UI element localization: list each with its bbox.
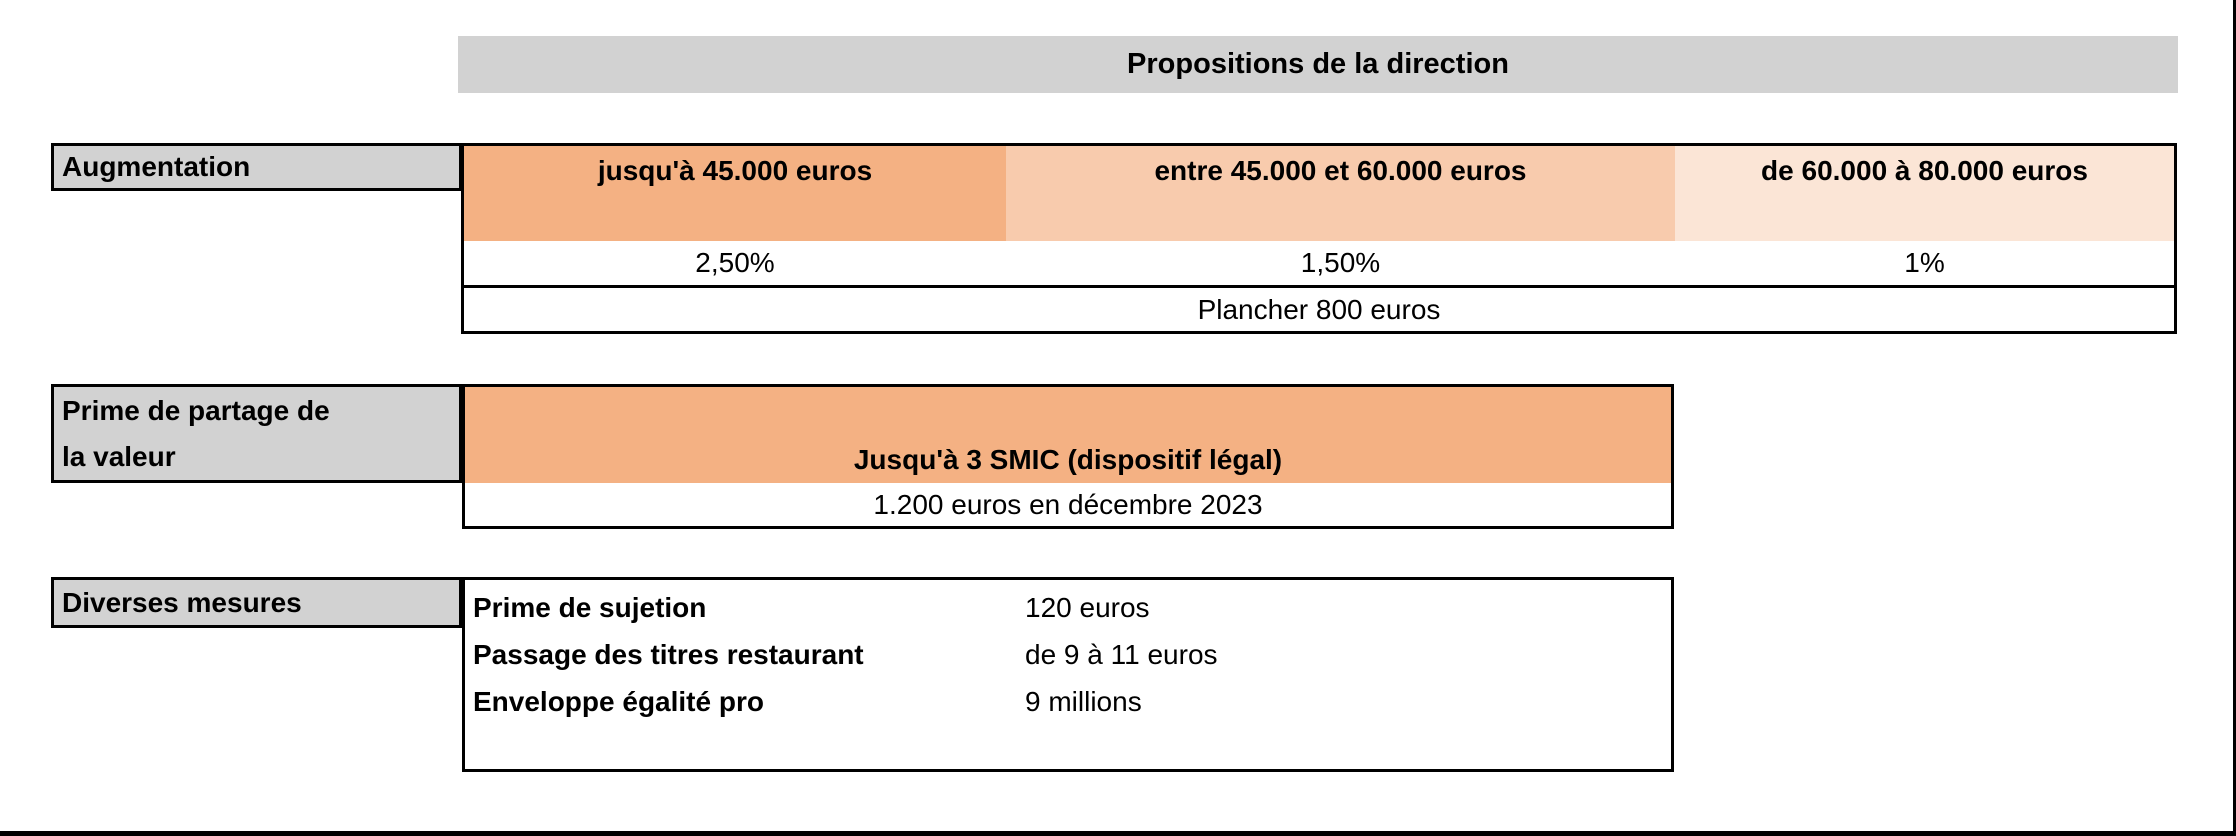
prime-partage-header-cell: Jusqu'à 3 SMIC (dispositif légal) [465,387,1671,483]
measure-value: 9 millions [1025,685,1142,717]
bracket-3-text: de 60.000 à 80.000 euros [1761,155,2088,186]
floor-row: Plancher 800 euros [464,288,2174,331]
measure-label: Passage des titres restaurant [473,638,864,670]
page-title: Propositions de la direction [1127,48,1509,80]
rate-bracket-3: 1% [1904,247,1945,278]
rate-bracket-1: 2,50% [695,247,775,278]
canvas-bottom-edge [0,831,2236,836]
prime-partage-box: Jusqu'à 3 SMIC (dispositif légal) 1.200 … [462,384,1674,529]
prime-partage-label-line-2: la valeur [62,440,176,472]
diverses-mesures-label-cell: Diverses mesures [51,577,462,628]
diverses-mesures-label: Diverses mesures [62,586,302,618]
prime-partage-value-text: 1.200 euros en décembre 2023 [873,488,1263,520]
augmentation-rates-row: 2,50% 1,50% 1% [464,241,2174,288]
augmentation-label-cell: Augmentation [51,143,462,191]
augmentation-label: Augmentation [62,151,251,182]
augmentation-header-row: jusqu'à 45.000 euros entre 45.000 et 60.… [464,146,2174,241]
salary-bracket-3-header: de 60.000 à 80.000 euros [1675,146,2174,241]
bracket-2-text: entre 45.000 et 60.000 euros [1154,155,1527,186]
salary-bracket-1-header: jusqu'à 45.000 euros [464,146,1006,241]
measure-row-sujetion: Prime de sujetion 120 euros [465,584,1671,631]
measure-row-egalite-pro: Enveloppe égalité pro 9 millions [465,678,1671,725]
measure-label: Enveloppe égalité pro [473,685,764,717]
prime-partage-header-text: Jusqu'à 3 SMIC (dispositif légal) [853,444,1283,475]
prime-partage-value-cell: 1.200 euros en décembre 2023 [465,483,1671,526]
floor-note: Plancher 800 euros [1197,293,1441,325]
canvas-right-edge [2233,0,2236,836]
title-bar: Propositions de la direction [458,36,2178,93]
diverses-mesures-box: Prime de sujetion 120 euros Passage des … [462,577,1674,772]
measure-value: 120 euros [1025,591,1150,623]
prime-partage-label-line-1: Prime de partage de [62,394,330,426]
salary-bracket-2-header: entre 45.000 et 60.000 euros [1006,146,1675,241]
bracket-1-text: jusqu'à 45.000 euros [597,155,873,186]
measure-value: de 9 à 11 euros [1025,638,1218,670]
measure-label: Prime de sujetion [473,591,707,623]
augmentation-table: jusqu'à 45.000 euros entre 45.000 et 60.… [461,143,2177,334]
rate-bracket-2: 1,50% [1300,247,1381,278]
prime-partage-label-cell: Prime de partage de la valeur [51,384,462,483]
measure-row-titres-restaurant: Passage des titres restaurant de 9 à 11 … [465,631,1671,678]
